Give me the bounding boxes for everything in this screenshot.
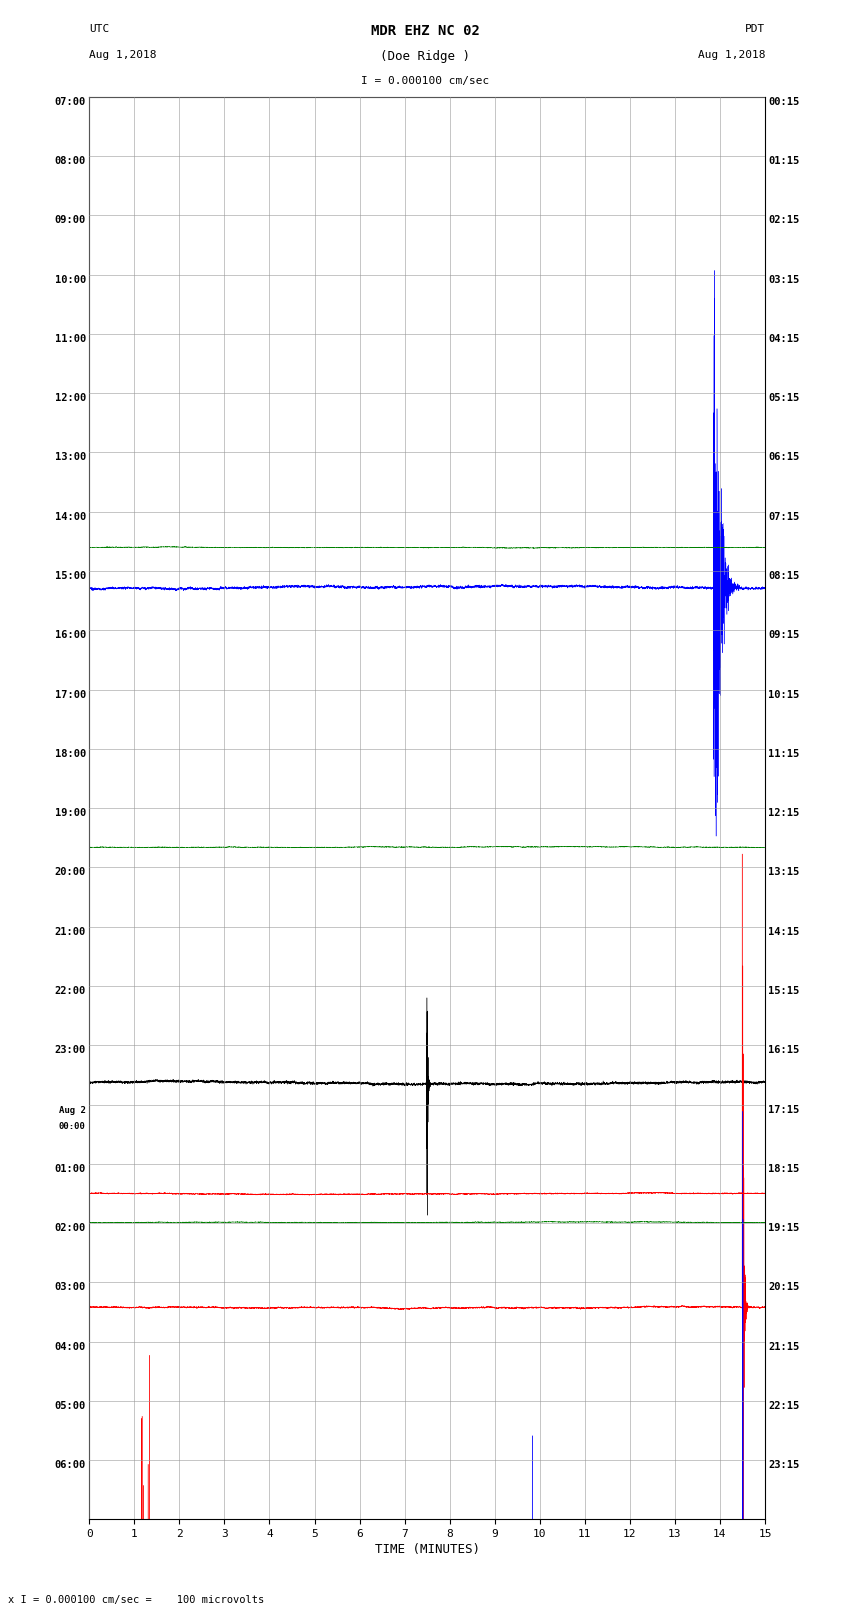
Text: UTC: UTC [89, 24, 110, 34]
Text: 05:15: 05:15 [768, 394, 800, 403]
Text: 02:15: 02:15 [768, 216, 800, 226]
Text: I = 0.000100 cm/sec: I = 0.000100 cm/sec [361, 76, 489, 85]
Text: 23:00: 23:00 [54, 1045, 86, 1055]
Text: 15:00: 15:00 [54, 571, 86, 581]
Text: 20:15: 20:15 [768, 1282, 800, 1292]
Text: 18:15: 18:15 [768, 1165, 800, 1174]
Text: 05:00: 05:00 [54, 1400, 86, 1411]
Text: 03:00: 03:00 [54, 1282, 86, 1292]
Text: 07:15: 07:15 [768, 511, 800, 521]
Text: 08:00: 08:00 [54, 156, 86, 166]
Text: Aug 1,2018: Aug 1,2018 [89, 50, 156, 60]
Text: 04:00: 04:00 [54, 1342, 86, 1352]
Text: 12:00: 12:00 [54, 394, 86, 403]
Text: Aug 2: Aug 2 [59, 1107, 86, 1115]
Text: 15:15: 15:15 [768, 986, 800, 995]
Text: 13:00: 13:00 [54, 453, 86, 463]
Text: 14:00: 14:00 [54, 511, 86, 521]
Text: 18:00: 18:00 [54, 748, 86, 758]
Text: 02:00: 02:00 [54, 1223, 86, 1232]
Text: 08:15: 08:15 [768, 571, 800, 581]
Text: 00:00: 00:00 [59, 1123, 86, 1131]
Text: PDT: PDT [745, 24, 765, 34]
Text: (Doe Ridge ): (Doe Ridge ) [380, 50, 470, 63]
Text: 07:00: 07:00 [54, 97, 86, 106]
Text: 13:15: 13:15 [768, 868, 800, 877]
Text: 19:15: 19:15 [768, 1223, 800, 1232]
Text: 10:15: 10:15 [768, 690, 800, 700]
Text: 10:00: 10:00 [54, 274, 86, 284]
Text: 03:15: 03:15 [768, 274, 800, 284]
Text: 01:15: 01:15 [768, 156, 800, 166]
Text: 09:00: 09:00 [54, 216, 86, 226]
Text: 22:00: 22:00 [54, 986, 86, 995]
Text: 14:15: 14:15 [768, 926, 800, 937]
X-axis label: TIME (MINUTES): TIME (MINUTES) [375, 1544, 479, 1557]
Text: 17:00: 17:00 [54, 690, 86, 700]
Text: 23:15: 23:15 [768, 1460, 800, 1469]
Text: 12:15: 12:15 [768, 808, 800, 818]
Text: 20:00: 20:00 [54, 868, 86, 877]
Text: 21:15: 21:15 [768, 1342, 800, 1352]
Text: Aug 1,2018: Aug 1,2018 [698, 50, 765, 60]
Text: x I = 0.000100 cm/sec =    100 microvolts: x I = 0.000100 cm/sec = 100 microvolts [8, 1595, 264, 1605]
Text: 17:15: 17:15 [768, 1105, 800, 1115]
Text: 22:15: 22:15 [768, 1400, 800, 1411]
Text: MDR EHZ NC 02: MDR EHZ NC 02 [371, 24, 479, 39]
Text: 06:00: 06:00 [54, 1460, 86, 1469]
Text: 11:15: 11:15 [768, 748, 800, 758]
Text: 11:00: 11:00 [54, 334, 86, 344]
Text: 21:00: 21:00 [54, 926, 86, 937]
Text: 04:15: 04:15 [768, 334, 800, 344]
Text: 16:15: 16:15 [768, 1045, 800, 1055]
Text: 19:00: 19:00 [54, 808, 86, 818]
Text: 16:00: 16:00 [54, 631, 86, 640]
Text: 09:15: 09:15 [768, 631, 800, 640]
Text: 06:15: 06:15 [768, 453, 800, 463]
Text: 01:00: 01:00 [54, 1165, 86, 1174]
Text: 00:15: 00:15 [768, 97, 800, 106]
